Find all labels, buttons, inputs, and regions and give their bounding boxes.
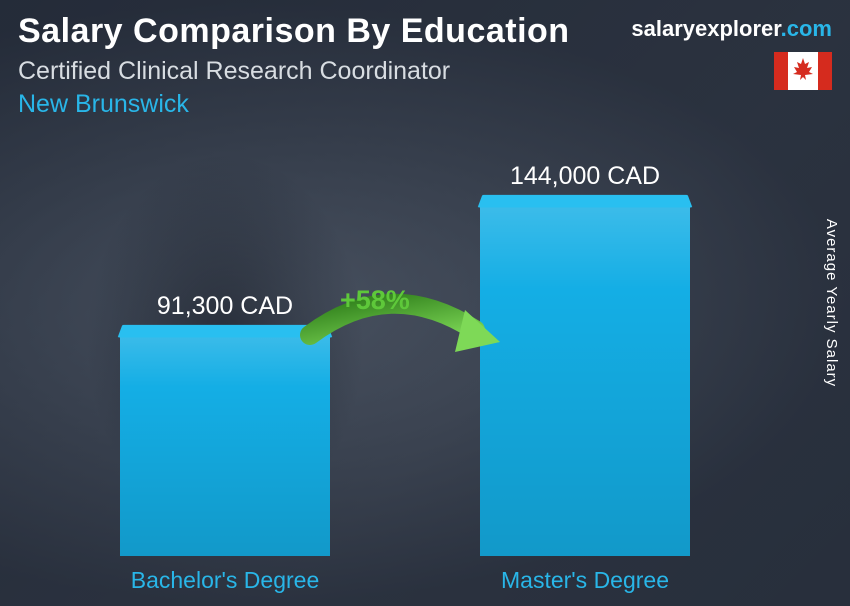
bar: Master's Degree (480, 201, 690, 556)
page-subtitle: Certified Clinical Research Coordinator (18, 57, 832, 86)
chart-area: +58% 91,300 CAD Bachelor's Degree 144,000 … (0, 140, 850, 606)
location-label: New Brunswick (18, 90, 832, 119)
bar-category-label: Master's Degree (501, 567, 669, 594)
bar-top-face (478, 195, 693, 208)
y-axis-label: Average Yearly Salary (823, 219, 840, 387)
bar-front-face (480, 201, 690, 556)
brand-suffix: .com (781, 16, 832, 41)
canada-flag-icon (774, 52, 832, 90)
bar-value-label: 144,000 CAD (510, 162, 660, 191)
bar-group: 144,000 CAD Master's Degree (480, 162, 690, 556)
bar-category-label: Bachelor's Degree (131, 567, 320, 594)
brand-name: salaryexplorer (631, 16, 780, 41)
bar-value-label: 91,300 CAD (157, 292, 293, 321)
brand-logo: salaryexplorer.com (631, 16, 832, 42)
increase-percentage: +58% (340, 285, 410, 316)
